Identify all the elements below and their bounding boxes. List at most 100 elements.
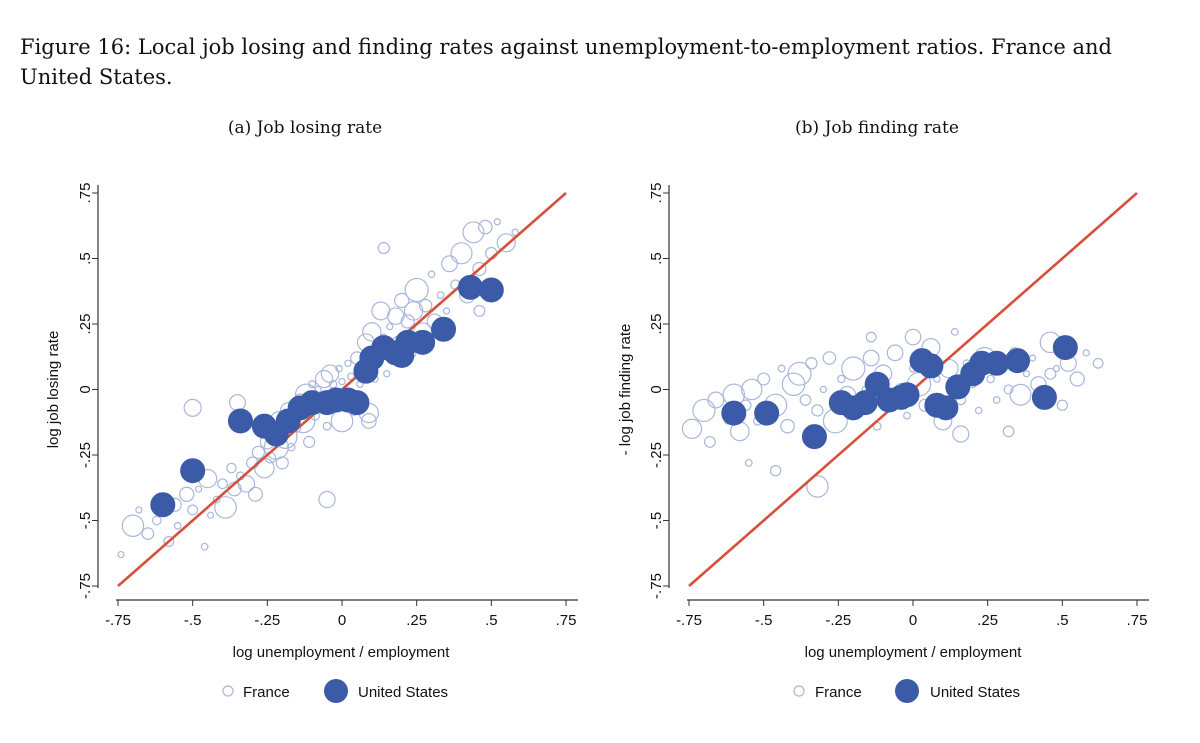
panel-a-france-point <box>335 364 343 373</box>
panel-a-france-point <box>308 380 317 389</box>
panel-b-france-point <box>992 396 1001 404</box>
panel-a-france-point <box>318 490 336 509</box>
panel-b-us-point <box>894 382 920 408</box>
panel-b-france-point <box>805 357 818 370</box>
panel-a-us-point <box>344 390 370 416</box>
panel-a-france-point <box>511 228 520 237</box>
panel-b-x-tick-label: -.75 <box>676 612 702 629</box>
panel-b-france-point <box>806 475 829 498</box>
panel-a-france-point <box>275 456 289 470</box>
panel-a-france-point <box>400 314 415 329</box>
panel-a-x-tick-label: -.5 <box>184 612 202 629</box>
panel-a-france-point <box>303 435 316 449</box>
panel-b-france-point <box>787 361 812 386</box>
panel-a-france-point <box>195 485 203 493</box>
panel-a-us-point <box>150 492 176 518</box>
panel-b-legend-france-marker <box>793 685 805 697</box>
panel-b-x-tick-label: -.25 <box>825 612 851 629</box>
panel-a-france-point <box>163 536 175 547</box>
panel-b-us-point <box>721 400 747 426</box>
panel-a-france-point <box>338 377 346 386</box>
panel-b-legend-us-label: United States <box>930 684 1020 701</box>
panel-b-france-point <box>841 356 866 381</box>
panel-b-france-point <box>862 349 880 367</box>
panel-b-france-point <box>1052 364 1060 373</box>
panel-b-france-point <box>811 404 824 417</box>
panel-a-france-point <box>362 322 382 342</box>
panel-a-france-point <box>478 219 493 235</box>
panel-b-france-point <box>822 351 837 365</box>
panel-a-france-point <box>473 304 486 317</box>
panel-b-y-tick-label: -.25 <box>648 442 665 468</box>
panel-b-x-axis-title: log unemployment / employment <box>805 644 1023 661</box>
panel-b-france-point <box>1056 399 1068 411</box>
panel-b-france-point <box>769 465 782 477</box>
panel-b-y-axis-title: - log job finding rate <box>617 324 634 456</box>
panel-b-us-point <box>933 395 959 421</box>
panel-b-y-tick-label: .25 <box>648 314 665 335</box>
panel-b-france-point <box>777 364 786 373</box>
panel-a-france-point <box>330 409 354 433</box>
panel-b-y-tick-label: .5 <box>648 252 665 265</box>
panel-b-title: (b) Job finding rate <box>795 118 959 138</box>
panel-b-us-point <box>984 350 1010 376</box>
panel-b-france-point <box>744 458 753 467</box>
panel-a-x-tick-label: .25 <box>406 612 427 629</box>
panel-a-x-tick-label: -.75 <box>105 612 131 629</box>
panel-b-france-point <box>1044 367 1057 380</box>
panel-b-legend-us-marker <box>895 679 919 703</box>
panel-a-france-point <box>427 270 436 279</box>
panel-a-france-point <box>141 527 155 541</box>
panel-a-france-point <box>404 277 429 303</box>
panel-a-y-tick-label: .5 <box>77 252 94 265</box>
panel-a-france-point <box>206 511 215 519</box>
panel-a-y-tick-label: -.25 <box>77 442 94 468</box>
panel-b-us-point <box>1005 348 1031 374</box>
panel-b-france-point <box>1003 384 1014 395</box>
panel-b-x-tick-label: .75 <box>1127 612 1148 629</box>
panel-a-us-point <box>410 329 436 355</box>
panel-a-france-point <box>117 550 125 559</box>
panel-b-france-point <box>681 418 703 439</box>
panel-a-us-point <box>431 316 457 342</box>
panel-a-france-point <box>151 515 162 526</box>
panel-a-x-tick-label: .75 <box>556 612 577 629</box>
panel-b-france-point <box>780 418 795 434</box>
panel-a-france-point <box>286 442 296 452</box>
panel-a-y-tick-label: .25 <box>77 314 94 335</box>
panel-b-france-point <box>904 328 922 346</box>
panel-a-legend-france-label: France <box>243 684 290 701</box>
panel-a-us-point <box>478 277 504 303</box>
panel-b-france-point <box>1069 371 1085 387</box>
panel-a-france-point <box>493 218 501 226</box>
panel-a-title: (a) Job losing rate <box>227 118 383 138</box>
panel-a-france-point <box>450 242 473 265</box>
panel-b-france-point <box>886 344 904 362</box>
panel-b-france-point <box>819 385 828 394</box>
panel-a-x-tick-label: -.25 <box>254 612 280 629</box>
panel-b-france-point <box>986 374 995 384</box>
panel-b-us-point <box>754 400 780 426</box>
panel-a-x-axis-title: log unemployment / employment <box>233 644 451 661</box>
panel-a-france-point <box>322 421 332 431</box>
panel-b-us-point <box>1052 335 1078 361</box>
panel-a-france-point <box>237 475 256 493</box>
panel-a-us-point <box>180 458 206 484</box>
panel-b-france-point <box>865 331 877 343</box>
panel-a-france-point <box>187 504 199 516</box>
panel-a-y-tick-label: .75 <box>77 183 94 204</box>
panel-a-us-point <box>227 408 253 434</box>
figure-caption: Figure 16: Local job losing and finding … <box>20 35 1112 89</box>
panel-a-france-point <box>173 521 182 530</box>
panel-b-france-point <box>952 425 970 443</box>
panel-a-france-point <box>418 298 433 313</box>
panel-b-france-point <box>1002 425 1015 438</box>
panel-b-france-point <box>837 374 846 384</box>
panel-b-y-tick-label: -.75 <box>648 573 665 599</box>
panel-a-france-point <box>247 486 263 502</box>
panel-b-france-point <box>1022 370 1031 378</box>
panel-a-france-point <box>462 221 485 244</box>
panel-a-france-point <box>314 369 334 389</box>
panel-b-france-point <box>757 372 771 386</box>
